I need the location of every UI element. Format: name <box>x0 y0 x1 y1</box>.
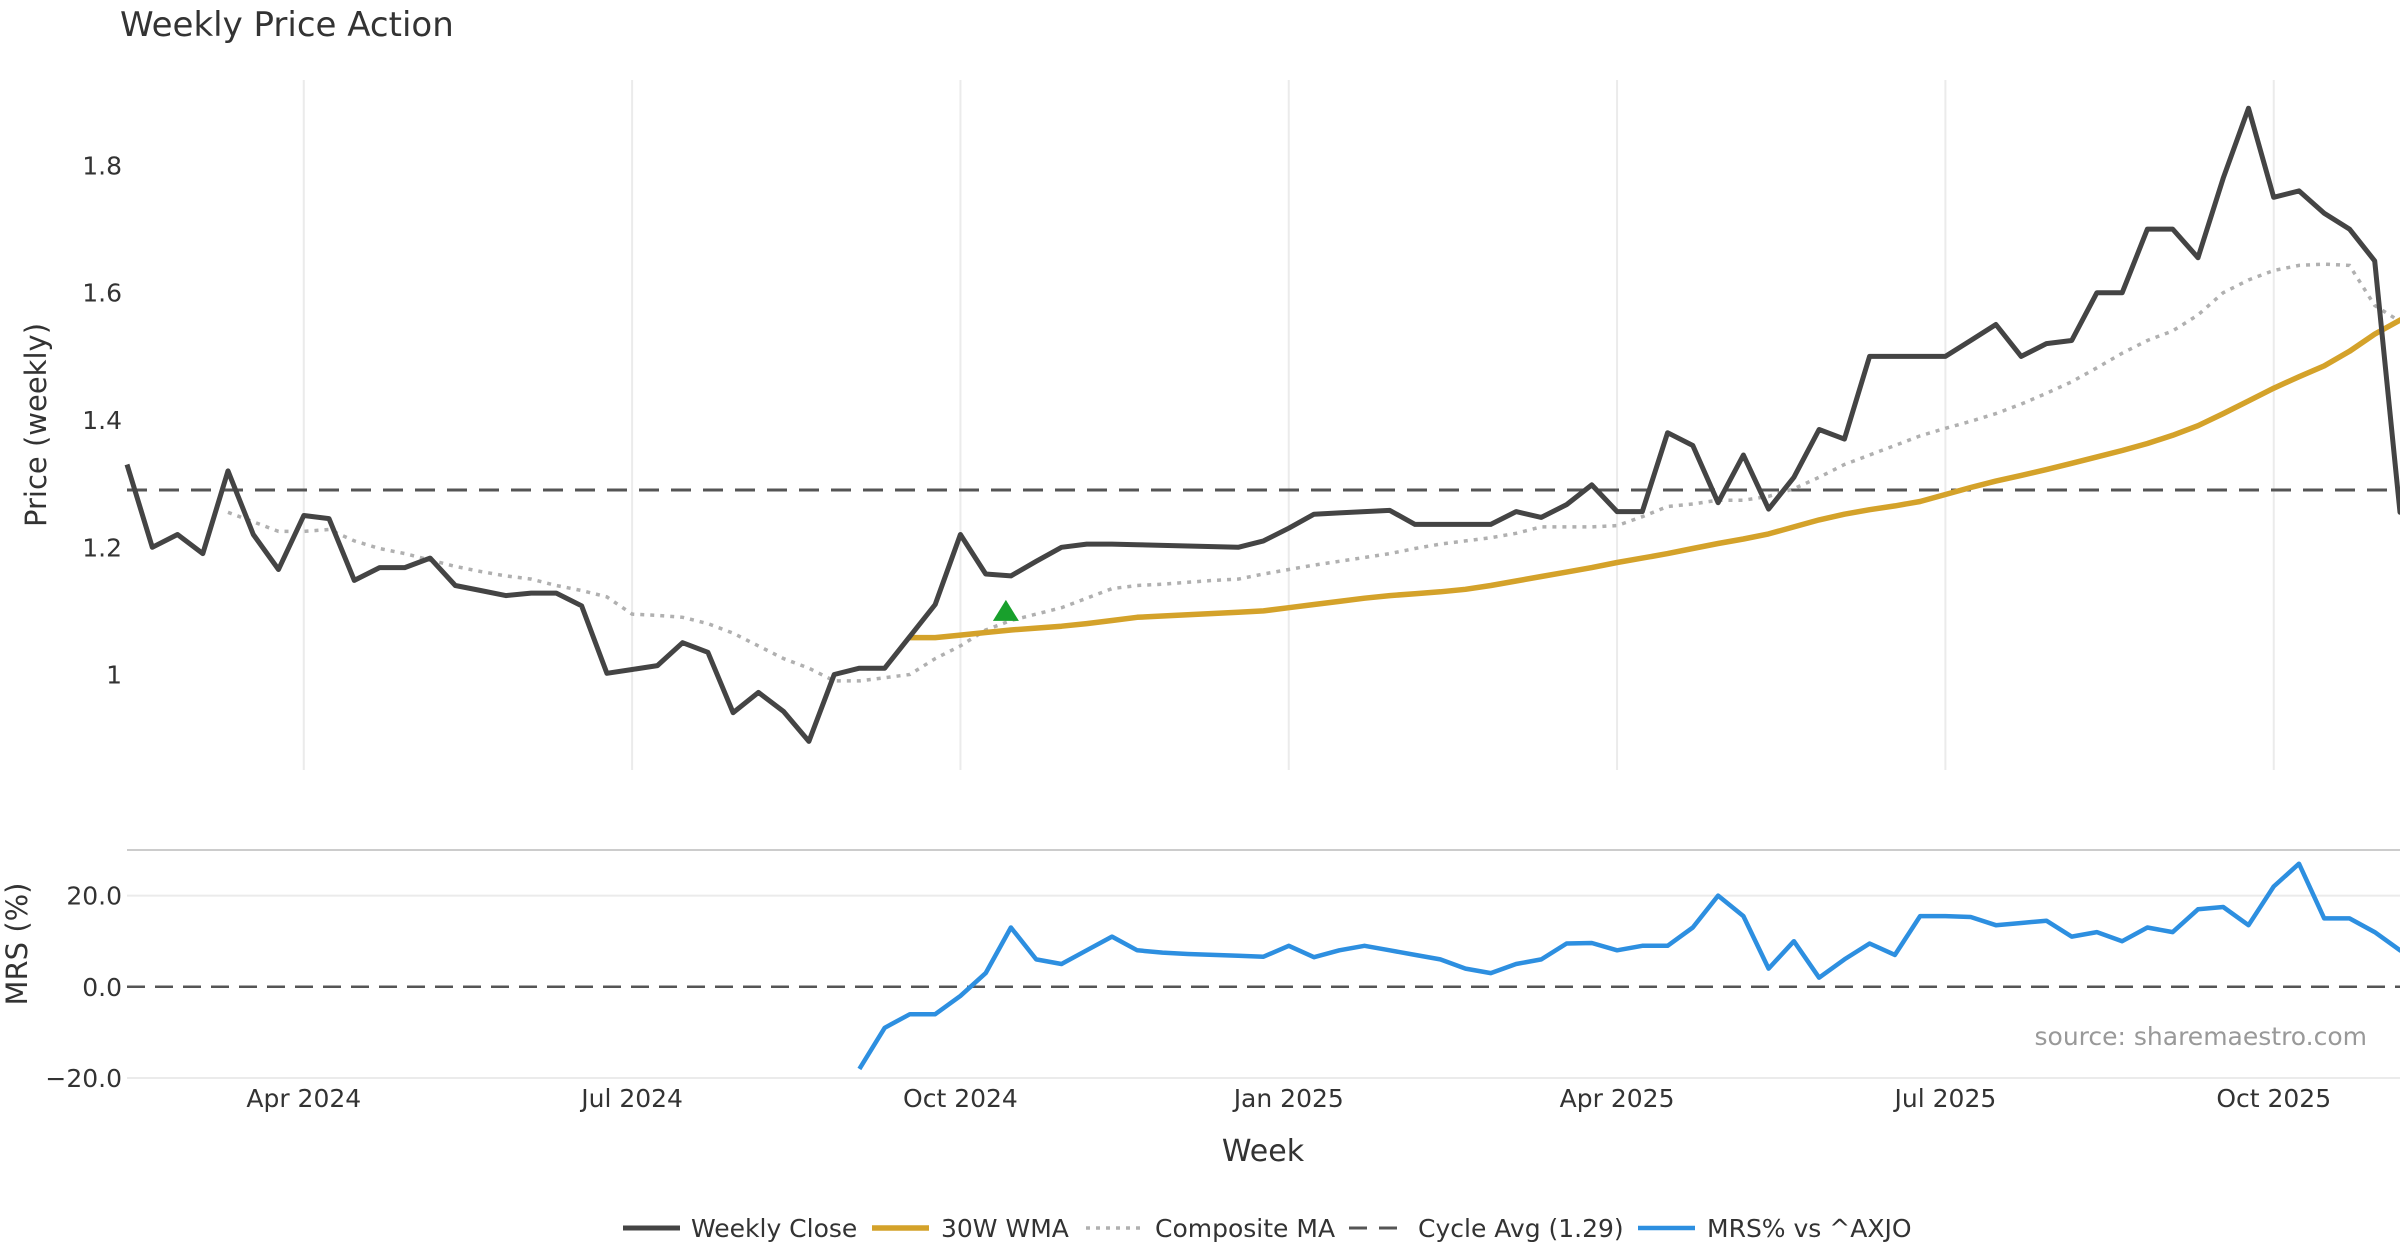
mrs-y-axis-label: MRS (%) <box>0 883 34 1006</box>
legend-label-mrs: MRS% vs ^AXJO <box>1707 1214 1912 1243</box>
x-tick-label: Oct 2025 <box>2216 1084 2331 1113</box>
legend: Weekly Close 30W WMA Composite MA Cycle … <box>623 1214 1912 1243</box>
price-y-tick-label: 1.8 <box>82 151 122 180</box>
x-tick-label: Jan 2025 <box>1232 1084 1344 1113</box>
x-tick-label: Jul 2025 <box>1893 1084 1997 1113</box>
mrs-y-tick-label: 20.0 <box>66 882 122 911</box>
source-note: source: sharemaestro.com <box>2035 1022 2368 1051</box>
mrs-y-tick-label: −20.0 <box>45 1064 122 1093</box>
legend-item-weekly-close: Weekly Close <box>623 1214 857 1243</box>
price-y-tick-label: 1 <box>106 661 122 690</box>
x-axis-ticks: Apr 2024 Jul 2024 Oct 2024 Jan 2025 Apr 2025… <box>246 1084 2331 1113</box>
legend-item-composite: Composite MA <box>1086 1214 1335 1243</box>
legend-label-cycle: Cycle Avg (1.29) <box>1418 1214 1624 1243</box>
x-tick-label: Jul 2024 <box>579 1084 683 1113</box>
price-panel: 1 1.2 1.4 1.6 1.8 Price (weekly) <box>19 80 2400 770</box>
price-y-tick-label: 1.6 <box>82 279 122 308</box>
weekly-close-line <box>124 105 2400 744</box>
legend-label-composite: Composite MA <box>1155 1214 1335 1243</box>
legend-item-mrs: MRS% vs ^AXJO <box>1638 1214 1912 1243</box>
mrs-y-tick-label: 0.0 <box>82 973 122 1002</box>
mrs-panel: −20.0 0.0 20.0 MRS (%) source: sharemaestr… <box>0 849 2400 1093</box>
legend-label-wma: 30W WMA <box>941 1214 1069 1243</box>
price-y-axis-label: Price (weekly) <box>19 323 53 527</box>
x-tick-label: Apr 2024 <box>246 1084 361 1113</box>
x-tick-label: Apr 2025 <box>1560 1084 1675 1113</box>
price-y-tick-label: 1.2 <box>82 533 122 562</box>
composite-ma-line <box>227 262 2400 683</box>
legend-item-cycle: Cycle Avg (1.29) <box>1349 1214 1624 1243</box>
legend-label-weekly-close: Weekly Close <box>691 1214 857 1243</box>
buy-signal-marker <box>992 599 1019 621</box>
wma-30w-line <box>909 317 2400 641</box>
mrs-line <box>857 861 2400 1071</box>
x-axis-label: Week <box>1222 1134 1305 1169</box>
price-y-tick-label: 1.4 <box>82 406 122 435</box>
x-tick-label: Oct 2024 <box>903 1084 1018 1113</box>
legend-item-wma: 30W WMA <box>872 1214 1069 1243</box>
chart-title: Weekly Price Action <box>120 5 454 45</box>
